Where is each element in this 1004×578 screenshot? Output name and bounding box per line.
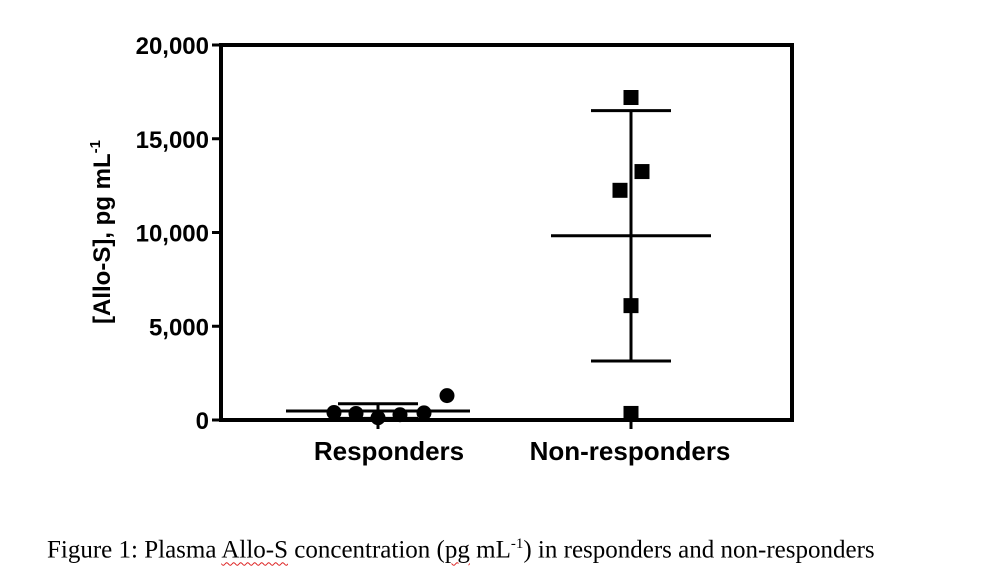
caption-unit-superscript: -1 <box>510 536 524 552</box>
data-point-square <box>623 405 639 421</box>
data-points <box>326 90 650 426</box>
plot-frame <box>219 43 794 422</box>
chart: 0 5,000 10,000 15,000 20,000 Responders Non-r… <box>87 33 794 466</box>
data-point-circle <box>392 407 408 423</box>
data-point-circle <box>416 405 432 421</box>
data-point-square <box>612 182 628 198</box>
caption-prefix: Figure 1: Plasma <box>47 536 222 564</box>
y-axis-label: [Allo-S], pg mL-1 <box>87 140 116 324</box>
y-tick-label: 15,000 <box>136 127 209 154</box>
data-point-square <box>623 90 639 105</box>
caption-pg: pg <box>444 536 470 564</box>
data-point-circle <box>370 410 386 426</box>
data-point-square <box>634 164 650 180</box>
error-bars <box>286 109 711 420</box>
caption-allo-s: Allo-S <box>221 536 288 564</box>
caption-suffix: ) in responders and non-responders <box>523 536 875 564</box>
x-category-label: Non-responders <box>530 436 731 466</box>
y-axis-ticks: 0 5,000 10,000 15,000 20,000 <box>136 33 221 435</box>
data-point-circle <box>326 405 342 420</box>
y-tick-label: 10,000 <box>136 221 209 248</box>
caption-middle: concentration ( <box>288 536 445 564</box>
figure-caption: Figure 1: Plasma Allo-S concentration (p… <box>47 536 1004 564</box>
y-tick-label: 20,000 <box>136 33 209 60</box>
y-tick-label: 5,000 <box>149 314 209 341</box>
y-axis-label-superscript: -1 <box>87 140 104 153</box>
caption-unit: mL <box>469 536 511 564</box>
data-point-circle <box>439 388 455 404</box>
y-axis-label-text: [Allo-S], pg mL <box>89 153 116 324</box>
data-point-square <box>623 298 639 314</box>
x-axis-ticks: Responders Non-responders <box>314 420 731 466</box>
y-tick-label: 0 <box>196 408 209 435</box>
x-category-label: Responders <box>314 436 464 466</box>
data-point-circle <box>348 405 364 421</box>
